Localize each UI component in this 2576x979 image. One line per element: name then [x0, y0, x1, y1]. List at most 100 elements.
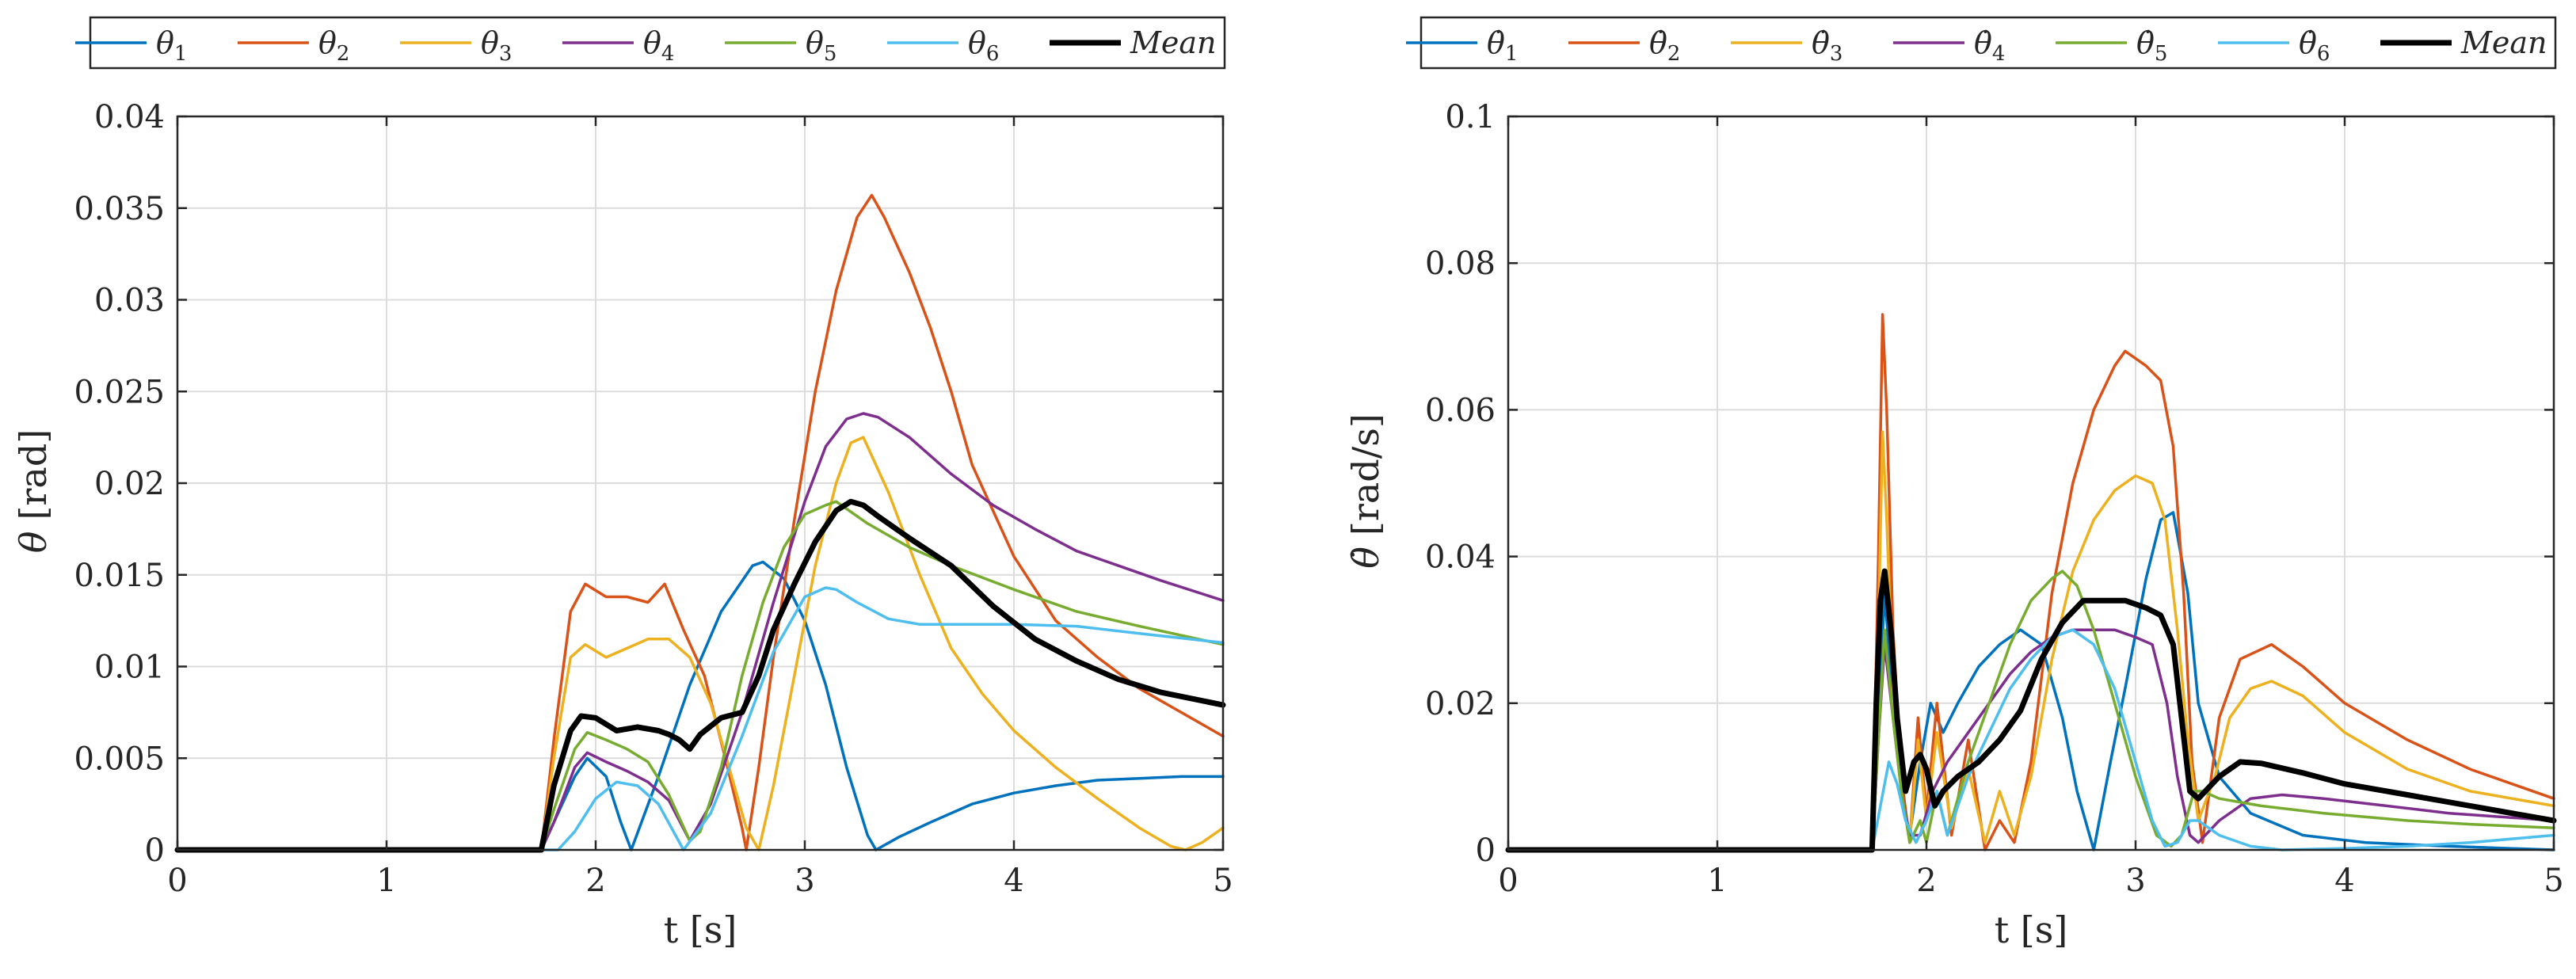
legend-label-symbol: θ — [156, 25, 174, 60]
legend-label: Mean — [1130, 25, 1217, 60]
y-tick-label: 0 — [145, 832, 165, 869]
legend-label-symbol: θ̇ — [1812, 25, 1830, 60]
legend-label: θ3 — [481, 25, 512, 66]
legend-label-subscript: 1 — [1505, 42, 1519, 66]
legend-label-symbol: θ̇ — [2136, 25, 2155, 60]
y-tick-label: 0.04 — [1425, 539, 1496, 576]
legend-item: θ4 — [562, 25, 674, 66]
legend-item: θ̇3 — [1731, 25, 1842, 66]
series-line-theta-4 — [176, 412, 1225, 851]
x-tick-label: 2 — [1916, 863, 1936, 899]
y-axis-label-variable: θ — [12, 531, 55, 554]
legend-label-subscript: 1 — [174, 42, 188, 66]
y-tick-label: 0.04 — [94, 99, 165, 135]
legend-label: θ4 — [643, 25, 674, 66]
x-tick-label: 0 — [167, 863, 187, 899]
series-line-theta-dot-mean — [1505, 568, 2557, 853]
x-tick-label: 0 — [1498, 863, 1518, 899]
legend-item: θ̇4 — [1893, 25, 2005, 66]
x-tick-label: 3 — [2125, 863, 2145, 899]
legend-label-symbol: θ̇ — [2299, 25, 2317, 60]
legend-label: θ6 — [968, 25, 999, 66]
legend-label: θ̇1 — [1487, 25, 1518, 66]
series-line-theta-mean — [174, 498, 1226, 853]
legend-item: θ1 — [75, 25, 187, 66]
legend-label: θ̇3 — [1812, 25, 1842, 66]
y-axis-label-unit: [rad] — [12, 429, 55, 520]
y-tick-label: 0.025 — [74, 374, 165, 410]
legend-label: θ̇6 — [2299, 25, 2330, 66]
legend-label-symbol: θ — [968, 25, 986, 60]
theta-dot-series — [1505, 313, 2557, 853]
y-tick-label: 0.08 — [1425, 246, 1496, 282]
y-tick-label: 0.035 — [74, 191, 165, 227]
legend-label-subscript: 2 — [1667, 42, 1681, 66]
x-tick-label: 5 — [2544, 863, 2563, 899]
legend-label-subscript: 4 — [1992, 42, 2006, 66]
series-line-theta-dot-5 — [1507, 569, 2555, 851]
theta-dot-chart: 0 1 2 3 4 5 0 0.02 0.04 0.06 0.08 0.1 t [s] θ̇ [rad/s]… — [1344, 16, 2564, 951]
series-line-theta-6 — [176, 586, 1225, 851]
legend-item: θ̇2 — [1568, 25, 1680, 66]
theta-dot-ticks: 0 1 2 3 4 5 0 0.02 0.04 0.06 0.08 0.1 — [1425, 99, 2564, 899]
theta-dot-x-axis-label: t [s] — [1995, 909, 2068, 951]
y-axis-label-unit: [rad/s] — [1344, 413, 1387, 535]
theta-ticks: 0 1 2 3 4 5 0 0.005 0.01 0.015 0.02 0.025 0.03 0.035 0… — [74, 99, 1233, 899]
theta-series — [174, 193, 1226, 853]
legend-label-subscript: 3 — [1830, 42, 1843, 66]
theta-dot-legend: θ̇1 θ̇2 θ̇3 θ̇4 θ̇5 θ̇6 Mean — [1406, 16, 2557, 70]
series-line-theta-dot-6 — [1507, 628, 2555, 851]
legend-label-symbol: θ — [806, 25, 824, 60]
y-tick-label: 0.02 — [1425, 686, 1496, 722]
series-line-theta-3 — [176, 436, 1225, 851]
legend-label-subscript: 4 — [661, 42, 675, 66]
x-tick-label: 1 — [376, 863, 396, 899]
theta-legend: θ1 θ2 θ3 θ4 θ5 θ6 Mean — [75, 16, 1226, 70]
legend-item: θ̇6 — [2218, 25, 2330, 66]
legend-item: Mean — [1050, 25, 1217, 60]
theta-dot-y-axis-label: θ̇ [rad/s] — [1344, 413, 1387, 569]
legend-label-symbol: Mean — [1130, 25, 1217, 60]
legend-label: θ̇2 — [1649, 25, 1680, 66]
legend-item: θ6 — [887, 25, 999, 66]
legend-label-symbol: Mean — [2460, 25, 2547, 60]
x-tick-label: 3 — [795, 863, 814, 899]
x-tick-label: 5 — [1213, 863, 1233, 899]
legend-label-subscript: 5 — [824, 42, 837, 66]
x-tick-label: 2 — [585, 863, 605, 899]
legend-label-symbol: θ̇ — [1487, 25, 1505, 60]
legend-label-symbol: θ — [318, 25, 337, 60]
legend-label-subscript: 5 — [2155, 42, 2168, 66]
legend-item: θ̇5 — [2056, 25, 2167, 66]
legend-label: θ5 — [806, 25, 836, 66]
legend-label-subscript: 6 — [986, 42, 1000, 66]
x-tick-label: 4 — [1004, 863, 1023, 899]
y-tick-label: 0.02 — [94, 466, 165, 502]
theta-x-axis-label: t [s] — [664, 909, 737, 951]
theta-chart: 0 1 2 3 4 5 0 0.005 0.01 0.015 0.02 0.025 0.03 0.035 0… — [12, 16, 1233, 951]
legend-label-symbol: θ — [481, 25, 499, 60]
x-tick-label: 1 — [1707, 863, 1727, 899]
y-tick-label: 0.03 — [94, 283, 165, 319]
y-tick-label: 0.1 — [1445, 99, 1496, 135]
y-tick-label: 0.015 — [74, 558, 165, 594]
y-tick-label: 0.06 — [1425, 392, 1496, 429]
theta-y-axis-label: θ [rad] — [12, 429, 55, 553]
y-tick-label: 0.005 — [74, 741, 165, 777]
legend-label: θ1 — [156, 25, 187, 66]
legend-label-symbol: θ̇ — [1649, 25, 1667, 60]
y-tick-label: 0 — [1476, 832, 1496, 869]
series-line-theta-2 — [176, 193, 1225, 851]
y-tick-label: 0.01 — [94, 649, 165, 686]
legend-item: θ2 — [238, 25, 349, 66]
legend-label-symbol: θ — [643, 25, 661, 60]
y-axis-label-variable: θ̇ — [1344, 547, 1387, 569]
legend-label: θ̇4 — [1974, 25, 2005, 66]
legend-item: θ̇1 — [1406, 25, 1518, 66]
theta-dot-axes-box — [1507, 115, 2555, 851]
legend-label-symbol: θ̇ — [1974, 25, 1992, 60]
legend-label-subscript: 2 — [337, 42, 350, 66]
legend-label: θ2 — [318, 25, 349, 66]
legend-label-subscript: 6 — [2317, 42, 2330, 66]
